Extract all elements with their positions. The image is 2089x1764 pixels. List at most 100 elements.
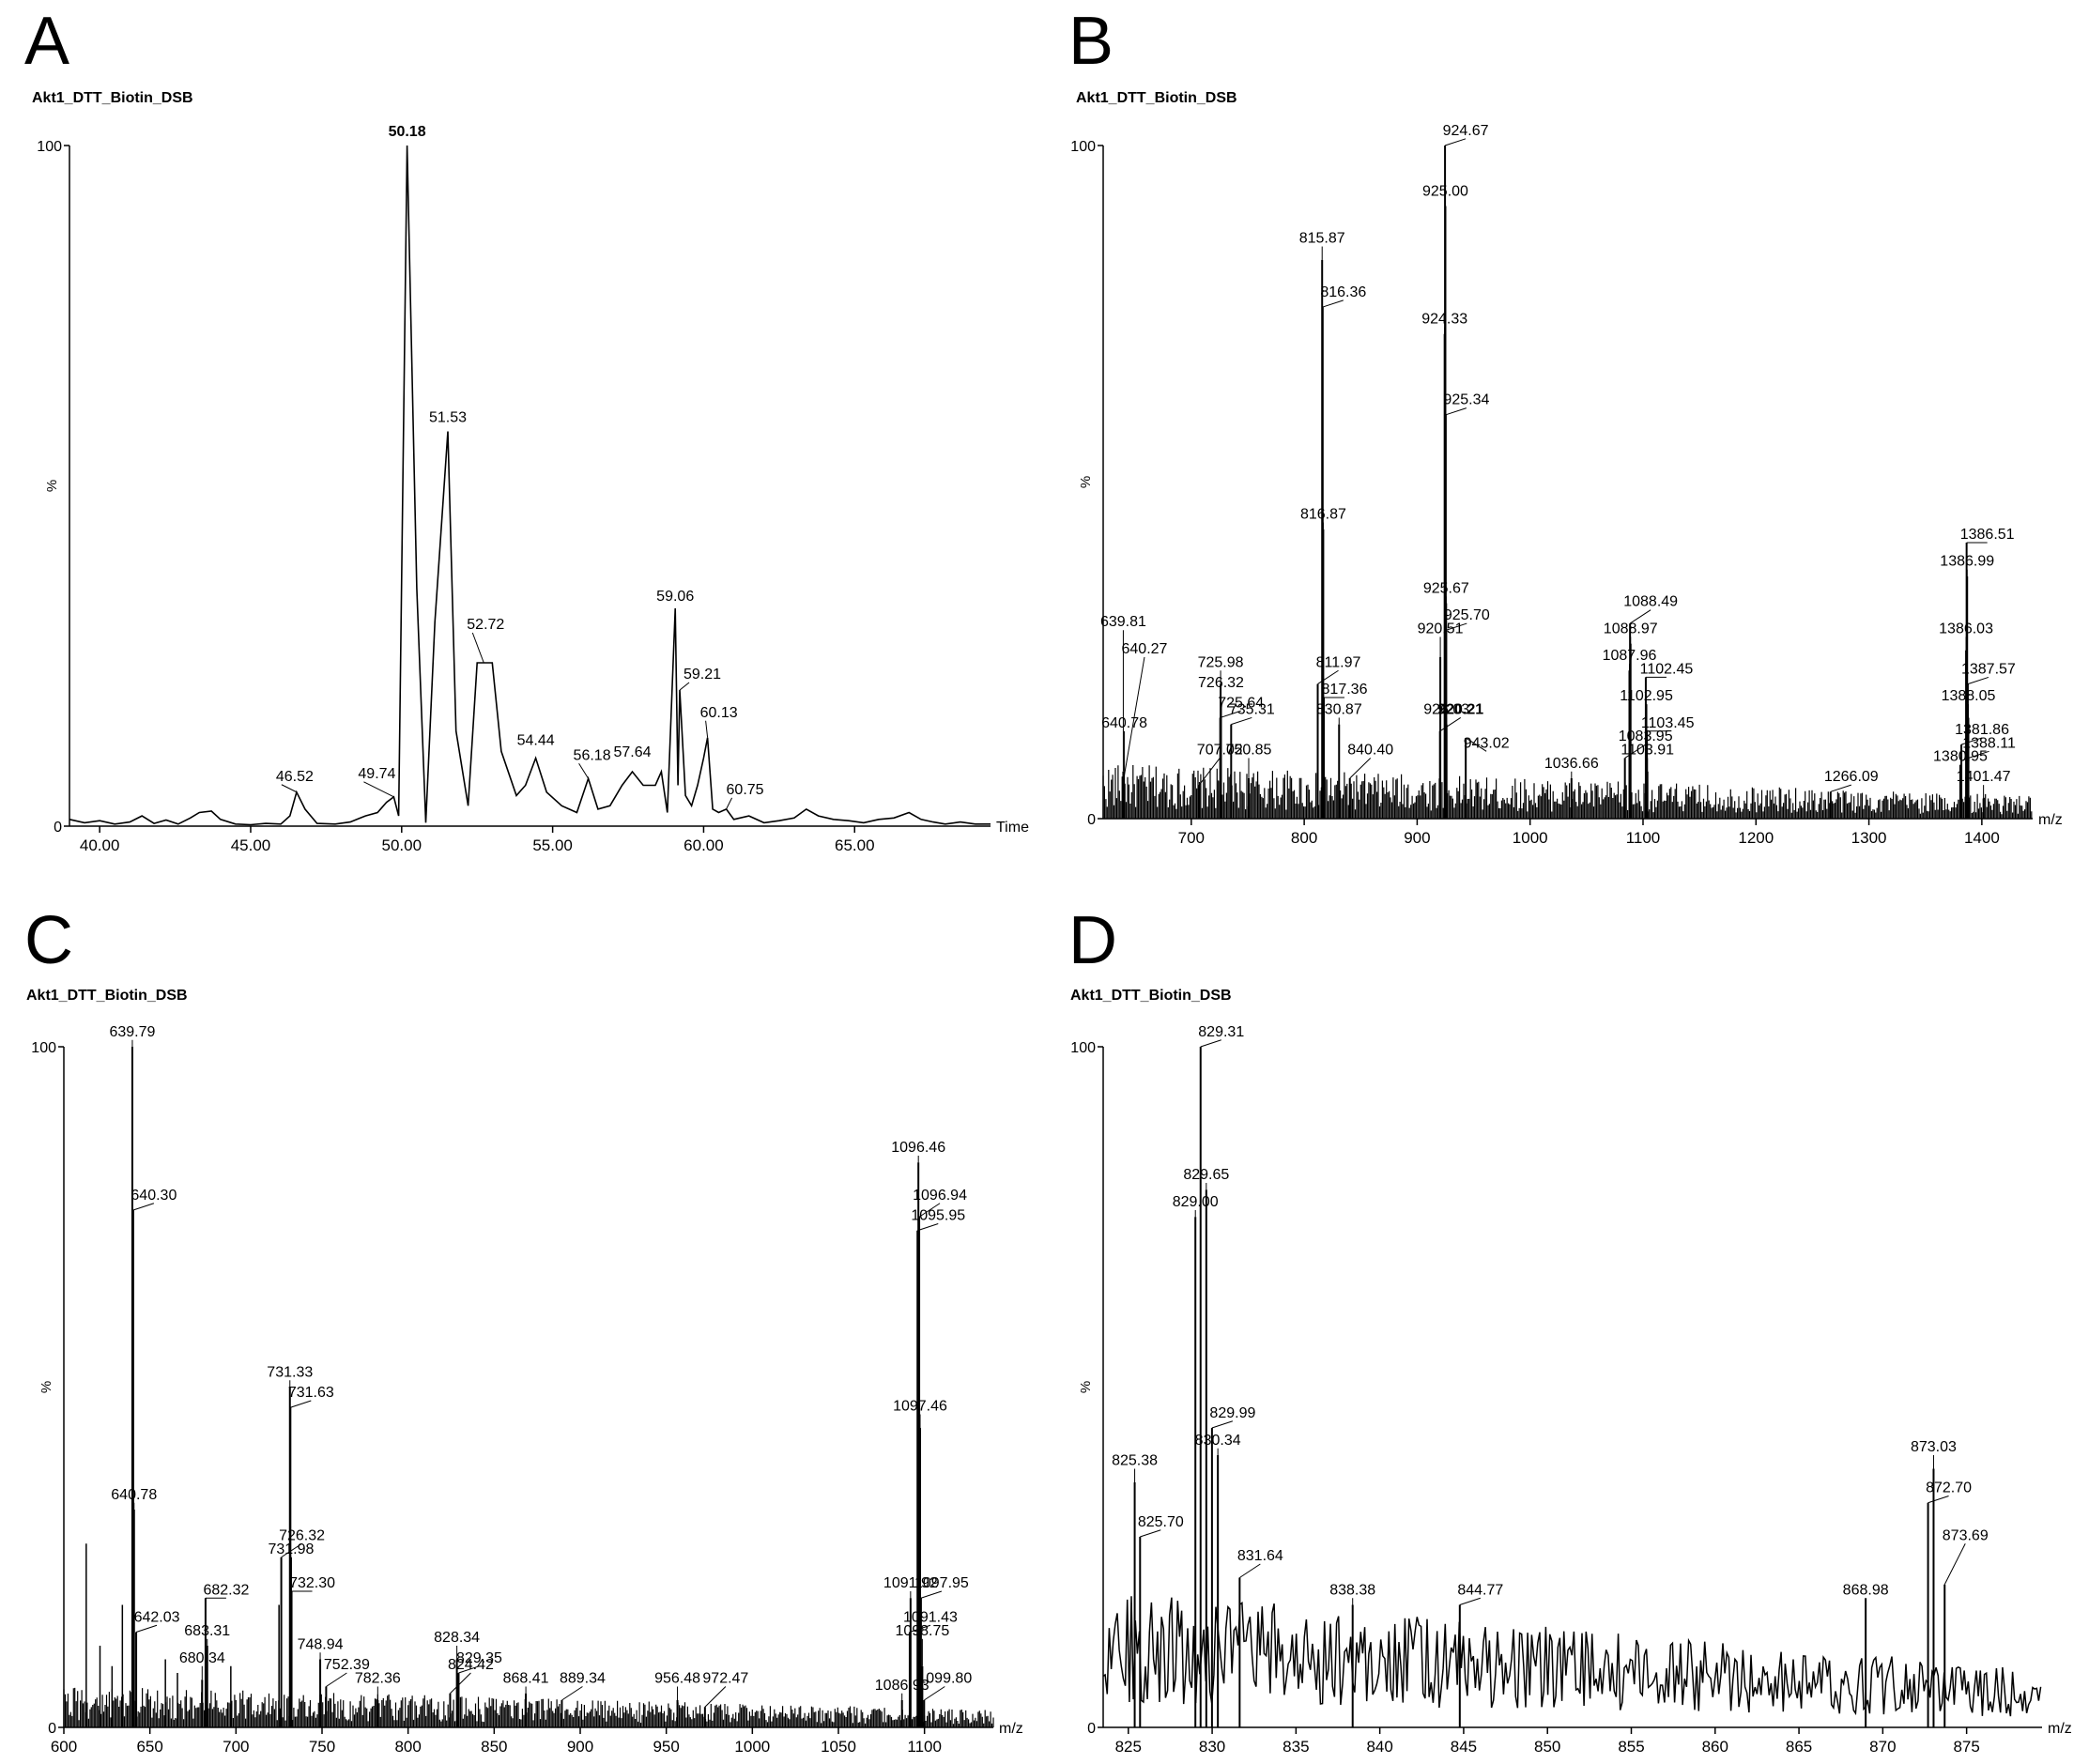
peak-label-d: 873.69 <box>1943 1527 1989 1543</box>
peak-leader-a <box>471 632 484 664</box>
peak-label-b: 1380.95 <box>1933 749 1988 765</box>
x-tick-label-b: 1400 <box>1964 829 2000 847</box>
x-tick-label-d: 860 <box>1702 1738 1728 1756</box>
peak-label-a: 51.53 <box>429 410 467 426</box>
peak-label-b: 817.36 <box>1322 682 1368 698</box>
peak-leader-b <box>1317 669 1339 685</box>
peak-label-c: 639.79 <box>109 1024 155 1040</box>
peak-label-b: 925.00 <box>1422 183 1468 199</box>
mass-spectrum-plot-c: 0 100 600 650 700 750 800 850 900 950 1000 1050 1100… <box>31 1024 1022 1756</box>
peak-label-d: 829.31 <box>1198 1024 1244 1040</box>
peak-label-b: 920.21 <box>1437 701 1483 717</box>
peak-label-c: 680.34 <box>179 1650 225 1666</box>
x-tick-label-c: 700 <box>223 1738 249 1756</box>
peak-leader-d <box>1211 1420 1234 1429</box>
peak-label-d: 829.65 <box>1183 1167 1229 1183</box>
peak-leader-c <box>135 1624 158 1633</box>
chart-panel-c: C Akt1_DTT_Biotin_DSB 0 100 600 650 700 750 80… <box>0 901 1033 1764</box>
peak-label-b: 925.34 <box>1443 392 1489 408</box>
x-tick-label-c: 950 <box>653 1738 679 1756</box>
peak-label-c: 1099.80 <box>917 1671 972 1687</box>
x-tick-label-d: 850 <box>1534 1738 1560 1756</box>
chart-title-a: Akt1_DTT_Biotin_DSB <box>32 90 193 106</box>
peak-leader-d <box>1459 1597 1481 1605</box>
panel-letter-b: B <box>1068 4 1114 79</box>
peak-label-c: 1096.46 <box>891 1140 945 1156</box>
peak-leader-d <box>1140 1529 1161 1538</box>
peak-label-c: 1098.75 <box>895 1623 949 1639</box>
peak-label-c: 1086.93 <box>875 1678 929 1694</box>
y-axis-label-a: % <box>44 480 60 492</box>
y-tick-label-b: 0 <box>1087 812 1096 828</box>
peak-label-b: 1266.09 <box>1824 769 1879 785</box>
peak-label-a: 59.06 <box>656 589 694 605</box>
x-tick-label-a: 40.00 <box>80 836 120 854</box>
peak-label-a: 60.13 <box>700 705 738 721</box>
peak-label-c: 640.78 <box>111 1487 157 1503</box>
y-axis-label-d: % <box>1078 1381 1094 1393</box>
peak-label-b: 924.33 <box>1421 312 1467 328</box>
peak-label-b: 1388.11 <box>1962 735 2016 751</box>
peak-label-b: 924.67 <box>1443 123 1489 139</box>
peak-leader-d <box>1928 1496 1949 1504</box>
x-tick-label-c: 1000 <box>734 1738 770 1756</box>
peak-label-b: 1387.57 <box>1961 661 2016 677</box>
x-tick-label-d: 875 <box>1953 1738 1979 1756</box>
peak-label-d: 829.99 <box>1209 1405 1255 1421</box>
peak-label-b: 943.02 <box>1464 735 1510 751</box>
peak-leader-b <box>1967 676 1989 685</box>
x-tick-label-b: 800 <box>1291 829 1317 847</box>
peak-label-d: 844.77 <box>1457 1582 1503 1598</box>
peak-label-b: 639.81 <box>1100 614 1146 630</box>
peak-label-d: 838.38 <box>1329 1582 1375 1598</box>
peak-label-a: 50.18 <box>389 124 426 140</box>
x-tick-label-c: 600 <box>51 1738 77 1756</box>
peak-leader-b <box>1446 622 1467 631</box>
peak-label-b: 726.32 <box>1198 675 1244 691</box>
y-tick-label-d: 100 <box>1070 1040 1096 1056</box>
peak-label-b: 920.51 <box>1418 621 1464 637</box>
x-tick-label-d: 845 <box>1451 1738 1477 1756</box>
x-tick-label-b: 1000 <box>1513 829 1548 847</box>
x-tick-label-c: 1100 <box>907 1738 942 1756</box>
peak-label-b: 1401.47 <box>1957 769 2011 785</box>
peak-label-b: 725.98 <box>1198 654 1244 670</box>
peak-label-b: 725.64 <box>1218 695 1264 711</box>
peak-label-c: 748.94 <box>298 1636 344 1652</box>
peak-label-c: 828.34 <box>434 1630 480 1646</box>
peak-label-b: 1386.99 <box>1940 554 1994 570</box>
peak-label-b: 1388.05 <box>1942 688 1996 704</box>
peak-label-c: 726.32 <box>279 1527 325 1543</box>
peak-label-c: 640.30 <box>131 1188 177 1204</box>
peak-leader-a <box>281 784 298 793</box>
peak-leader-b <box>1444 138 1467 146</box>
peak-leader-c <box>290 1400 312 1408</box>
peak-label-c: 1097.95 <box>914 1575 969 1591</box>
peak-label-b: 1088.97 <box>1604 621 1658 637</box>
peak-leader-b <box>1231 716 1252 726</box>
peak-label-c: 972.47 <box>702 1671 748 1687</box>
peak-label-b: 926.03 <box>1423 701 1469 717</box>
x-tick-label-d: 870 <box>1869 1738 1896 1756</box>
peak-label-c: 642.03 <box>134 1609 180 1625</box>
peak-label-d: 825.38 <box>1112 1453 1158 1469</box>
peak-label-b: 1102.95 <box>1620 688 1673 704</box>
peak-label-a: 52.72 <box>467 617 504 633</box>
mass-spectrum-plot-b: 0 100 700 800 900 1000 1100 1200 1300 1400% m/z 639… <box>1070 123 2062 847</box>
x-tick-label-c: 1050 <box>821 1738 856 1756</box>
peak-leader-c <box>281 1542 302 1558</box>
x-axis-label-d: m/z <box>2048 1721 2072 1737</box>
peak-label-b: 1036.66 <box>1544 756 1599 772</box>
peak-label-c: 824.42 <box>448 1657 494 1673</box>
chart-panel-a: A Akt1_DTT_Biotin_DSB 0 100 40.00 45.00 50.0… <box>0 0 1033 882</box>
peak-leader-c <box>704 1686 727 1708</box>
peak-label-b: 1103.45 <box>1641 715 1695 731</box>
peak-leader-b <box>1349 758 1372 779</box>
chart-panel-d: D Akt1_DTT_Biotin_DSB 0 100 825 830 835 840 84… <box>1044 901 2089 1764</box>
peak-label-b: 925.67 <box>1423 580 1469 596</box>
peak-label-b: 707.02 <box>1197 742 1243 758</box>
x-tick-label-a: 65.00 <box>835 836 875 854</box>
peak-label-b: 840.40 <box>1347 742 1393 758</box>
x-tick-label-b: 1200 <box>1738 829 1774 847</box>
peak-label-a: 46.52 <box>276 769 314 785</box>
